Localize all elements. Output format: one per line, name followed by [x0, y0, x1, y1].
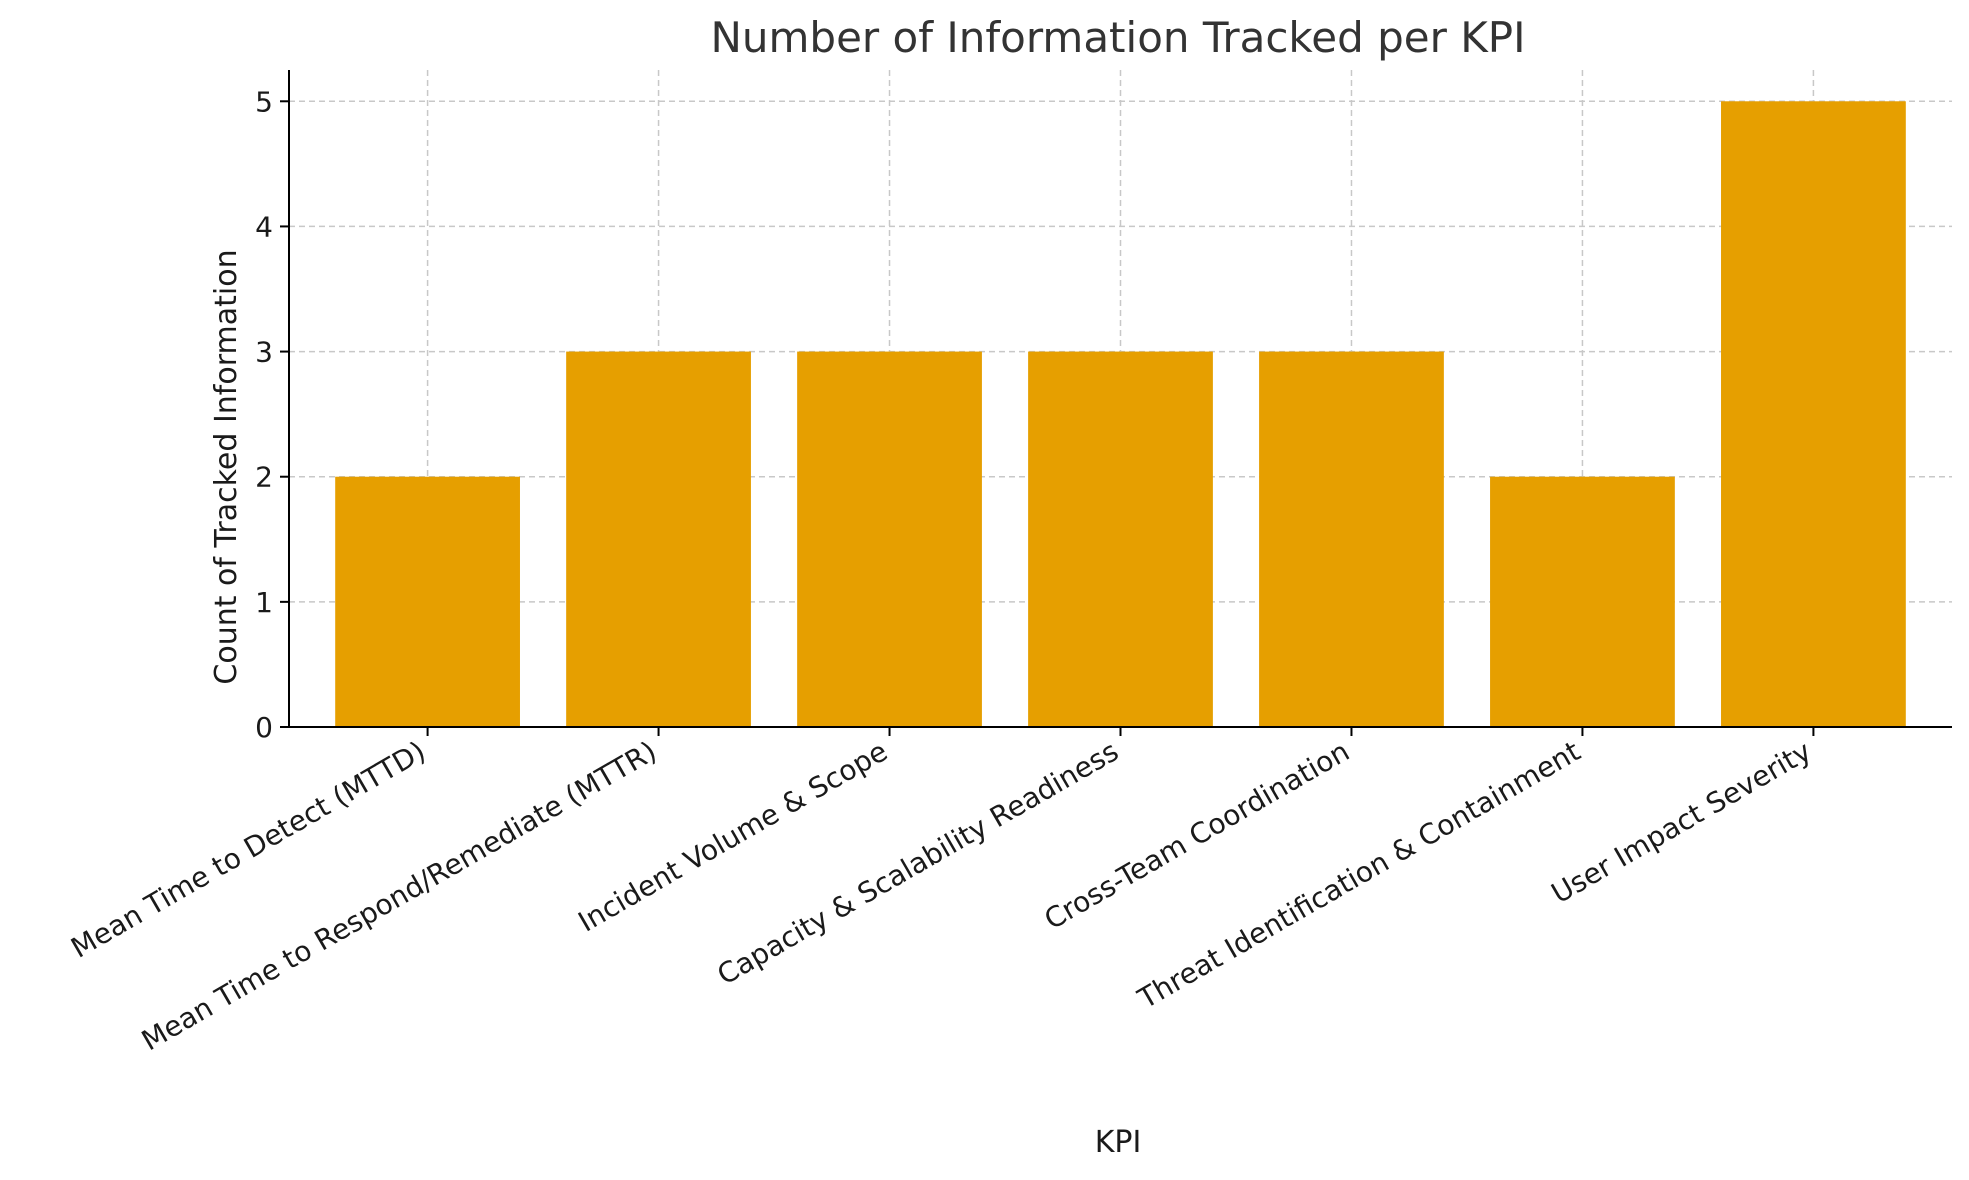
y-tick-label: 5 [255, 85, 273, 118]
x-tick-label: Mean Time to Respond/Remediate (MTTR) [136, 734, 662, 1057]
x-tick-label: Capacity & Scalability Readiness [712, 734, 1124, 991]
bars-layer [335, 101, 1906, 728]
y-tick-label: 1 [255, 586, 273, 619]
x-tick-label: Mean Time to Detect (MTTD) [65, 734, 431, 964]
y-axis-label: Count of Tracked Information [209, 249, 244, 684]
chart-title: Number of Information Tracked per KPI [710, 13, 1525, 62]
y-tick-label: 0 [255, 711, 273, 744]
x-tick-label: Threat Identification & Containment [1132, 734, 1586, 1015]
x-axis-label: KPI [1095, 1125, 1142, 1160]
bar-6 [1490, 476, 1675, 727]
bar-4 [1028, 351, 1213, 727]
bar-3 [797, 351, 982, 727]
y-tick-label: 3 [255, 336, 273, 369]
bar-7 [1721, 101, 1906, 728]
bar-2 [566, 351, 751, 727]
bar-1 [335, 476, 520, 727]
y-tick-label: 2 [255, 461, 273, 494]
x-tick-label: User Impact Severity [1546, 734, 1817, 910]
y-tick-label: 4 [255, 210, 273, 243]
bar-5 [1259, 351, 1444, 727]
